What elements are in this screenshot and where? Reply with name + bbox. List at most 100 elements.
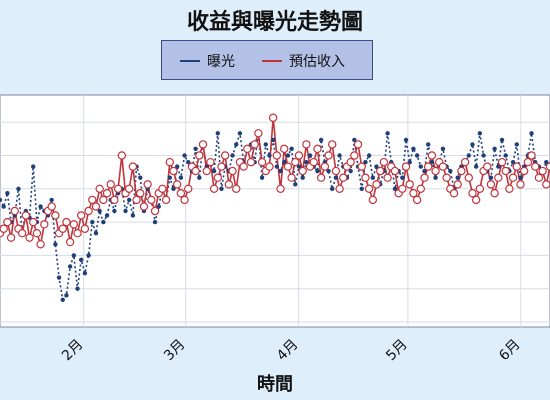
- point-revenue: [398, 184, 407, 193]
- point-revenue: [158, 184, 167, 193]
- point-revenue: [191, 166, 200, 176]
- point-revenue: [457, 166, 466, 176]
- point-revenue: [298, 166, 307, 176]
- point-impressions: [499, 137, 505, 143]
- point-impressions: [86, 253, 91, 258]
- point-revenue: [464, 173, 473, 182]
- point-revenue: [372, 180, 381, 189]
- point-revenue: [243, 144, 252, 154]
- point-revenue: [401, 162, 411, 171]
- point-impressions: [126, 197, 132, 203]
- point-impressions: [197, 175, 202, 180]
- point-revenue: [534, 173, 544, 182]
- point-revenue: [320, 162, 330, 171]
- x-tick-label: 6月: [496, 337, 524, 365]
- point-impressions: [422, 168, 427, 174]
- point-impressions: [171, 186, 176, 191]
- point-impressions: [503, 153, 508, 158]
- point-revenue: [449, 189, 459, 198]
- point-revenue: [40, 220, 49, 229]
- point-revenue: [283, 162, 293, 171]
- point-impressions: [544, 159, 549, 165]
- point-impressions: [289, 146, 294, 152]
- point-revenue: [17, 228, 27, 238]
- point-revenue: [368, 195, 378, 205]
- point-impressions: [282, 159, 287, 165]
- point-impressions: [123, 208, 128, 214]
- point-impressions: [374, 164, 379, 169]
- point-impressions: [529, 131, 534, 136]
- point-impressions: [492, 146, 497, 152]
- point-impressions: [267, 153, 272, 158]
- point-revenue: [357, 162, 366, 171]
- point-revenue: [150, 206, 160, 216]
- point-revenue: [276, 184, 285, 193]
- point-impressions: [1, 204, 6, 209]
- point-impressions: [130, 213, 136, 218]
- point-revenue: [409, 189, 418, 198]
- point-revenue: [29, 217, 38, 227]
- point-revenue: [512, 162, 521, 171]
- point-impressions: [470, 142, 475, 147]
- point-revenue: [176, 189, 186, 198]
- point-impressions: [411, 146, 416, 152]
- point-impressions: [16, 186, 21, 191]
- chart-title: 收益與曝光走勢圖: [186, 10, 363, 35]
- legend-swatch-impressions: [180, 60, 200, 62]
- point-revenue: [51, 211, 60, 220]
- point-revenue: [113, 184, 123, 193]
- point-revenue: [331, 166, 341, 176]
- point-revenue: [80, 224, 90, 233]
- point-revenue: [36, 240, 45, 249]
- point-impressions: [363, 159, 368, 165]
- point-revenue: [475, 184, 485, 193]
- point-revenue: [423, 162, 433, 171]
- point-revenue: [62, 217, 71, 227]
- point-revenue: [136, 189, 145, 198]
- point-impressions: [79, 257, 84, 263]
- point-revenue: [497, 157, 507, 167]
- point-impressions: [263, 142, 268, 147]
- point-revenue: [287, 173, 296, 182]
- point-revenue: [58, 224, 67, 233]
- point-impressions: [101, 219, 106, 225]
- point-revenue: [217, 162, 226, 171]
- point-impressions: [433, 175, 438, 180]
- point-impressions: [440, 146, 446, 152]
- point-revenue: [538, 166, 547, 176]
- point-revenue: [350, 151, 359, 160]
- point-impressions: [219, 186, 224, 191]
- point-revenue: [431, 166, 440, 176]
- point-impressions: [300, 175, 305, 180]
- point-revenue: [486, 180, 496, 189]
- point-revenue: [427, 151, 437, 160]
- point-revenue: [280, 144, 289, 154]
- point-revenue: [501, 166, 510, 176]
- point-revenue: [161, 195, 171, 205]
- point-impressions: [296, 164, 302, 169]
- point-impressions: [337, 153, 342, 158]
- point-revenue: [361, 173, 370, 182]
- point-revenue: [25, 233, 34, 242]
- point-revenue: [527, 151, 536, 160]
- point-revenue: [416, 184, 426, 193]
- point-revenue: [339, 173, 348, 182]
- point-revenue: [316, 173, 326, 182]
- point-impressions: [400, 175, 405, 180]
- point-impressions: [429, 159, 435, 165]
- point-revenue: [206, 157, 215, 167]
- point-revenue: [542, 180, 550, 189]
- point-revenue: [6, 233, 16, 242]
- point-revenue: [106, 180, 115, 189]
- point-impressions: [93, 231, 99, 236]
- point-revenue: [10, 206, 19, 216]
- point-impressions: [330, 186, 335, 191]
- point-impressions: [318, 137, 324, 143]
- point-impressions: [71, 253, 77, 258]
- point-revenue: [412, 195, 422, 205]
- point-revenue: [442, 173, 451, 182]
- point-impressions: [496, 164, 501, 169]
- point-revenue: [139, 202, 149, 211]
- point-revenue: [420, 173, 429, 182]
- point-revenue: [309, 157, 318, 167]
